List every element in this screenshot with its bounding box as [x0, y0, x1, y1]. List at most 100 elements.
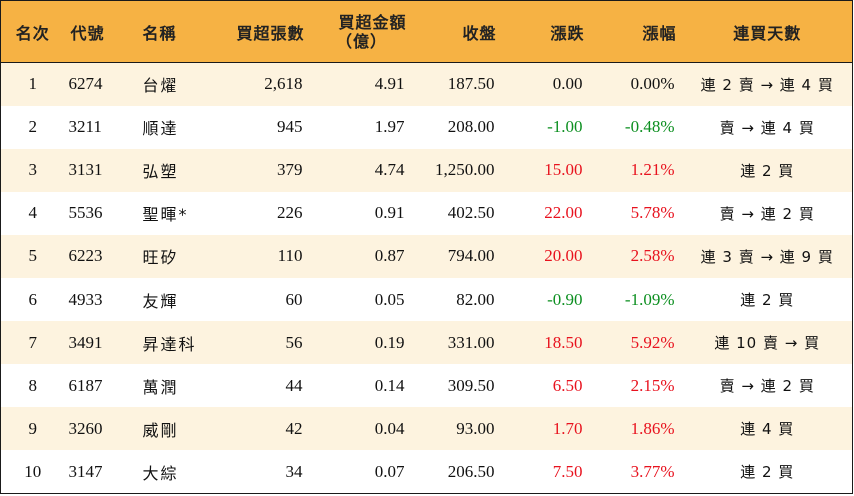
- table-row: 6 4933 友輝 60 0.05 82.00 -0.90 -1.09% 連 2 買: [0, 277, 853, 322]
- code-cell: 3491: [68, 332, 103, 352]
- code-cell: 4933: [68, 289, 103, 309]
- rank-cell: 4: [28, 203, 38, 223]
- code-cell: 6274: [68, 74, 103, 94]
- table-row: 8 6187 萬潤 44 0.14 309.50 6.50 2.15% 賣 → 連 2 買: [0, 364, 853, 408]
- change-cell: -0.90: [547, 289, 583, 309]
- net-buy-lots-cell: 2,618: [264, 74, 303, 94]
- header-close: 收盤: [412, 0, 503, 63]
- rank-cell: 2: [28, 117, 38, 137]
- table-row: 3 3131 弘塑 379 4.74 1,250.00 15.00 1.21% 連 2 買: [0, 148, 853, 192]
- change-cell: 20.00: [544, 246, 583, 266]
- table-row: 7 3491 昇達科 56 0.19 331.00 18.50 5.92% 連 10 賣 → 買: [0, 321, 853, 365]
- rank-cell: 5: [28, 246, 38, 266]
- close-price-cell: 82.00: [456, 289, 495, 309]
- change-cell: 6.50: [552, 375, 583, 395]
- name-cell: 昇達科: [142, 334, 197, 354]
- net-buy-lots-cell: 945: [277, 117, 303, 137]
- change-cell: 18.50: [544, 332, 583, 352]
- net-buy-amount-cell: 0.14: [374, 375, 405, 395]
- change-cell: 15.00: [544, 160, 583, 180]
- net-buy-amount-cell: 1.97: [374, 117, 405, 137]
- header-name: 名稱: [136, 0, 225, 63]
- net-buy-lots-cell: 110: [277, 246, 303, 266]
- net-buy-amount-cell: 0.87: [374, 246, 405, 266]
- name-cell: 聖暉*: [142, 205, 189, 225]
- net-buy-amount-cell: 4.74: [374, 160, 405, 180]
- change-pct-cell: 2.58%: [630, 246, 675, 266]
- change-pct-cell: -0.48%: [624, 117, 675, 137]
- streak-cell: 賣 → 連 2 買: [719, 377, 815, 396]
- close-price-cell: 309.50: [447, 375, 495, 395]
- code-cell: 3260: [68, 418, 103, 438]
- code-cell: 6223: [68, 246, 103, 266]
- code-cell: 3131: [68, 160, 103, 180]
- streak-cell: 連 10 賣 → 買: [714, 334, 821, 353]
- net-buy-lots-cell: 56: [285, 332, 303, 352]
- streak-cell: 連 3 賣 → 連 9 買: [700, 247, 834, 266]
- close-price-cell: 187.50: [447, 74, 495, 94]
- code-cell: 5536: [68, 203, 103, 223]
- name-cell: 弘塑: [142, 162, 179, 182]
- rank-cell: 8: [28, 375, 38, 395]
- change-pct-cell: 2.15%: [630, 375, 675, 395]
- code-cell: 3211: [68, 117, 102, 137]
- table-row: 1 6274 台燿 2,618 4.91 187.50 0.00 0.00% 連 2 賣 → 連…: [0, 62, 853, 106]
- close-price-cell: 93.00: [456, 418, 495, 438]
- header-streak: 連買天數: [682, 0, 853, 63]
- table-row: 9 3260 威剛 42 0.04 93.00 1.70 1.86% 連 4 買: [0, 407, 853, 451]
- name-cell: 台燿: [142, 76, 179, 96]
- change-pct-cell: 3.77%: [630, 461, 675, 481]
- rank-cell: 3: [28, 160, 38, 180]
- net-buy-lots-cell: 34: [285, 461, 303, 481]
- rank-cell: 9: [28, 418, 38, 438]
- rank-cell: 10: [24, 461, 42, 481]
- net-buy-amount-cell: 0.91: [374, 203, 405, 223]
- change-cell: 0.00: [552, 74, 583, 94]
- net-buy-lots-cell: 44: [285, 375, 303, 395]
- close-price-cell: 794.00: [447, 246, 495, 266]
- change-pct-cell: 0.00%: [630, 74, 675, 94]
- close-price-cell: 208.00: [447, 117, 495, 137]
- streak-cell: 賣 → 連 2 買: [719, 204, 815, 223]
- rank-cell: 6: [28, 289, 38, 309]
- header-net-buy-amount-unit: （億）: [335, 31, 387, 51]
- rank-cell: 7: [28, 332, 38, 352]
- change-cell: -1.00: [547, 117, 583, 137]
- table-row: 5 6223 旺矽 110 0.87 794.00 20.00 2.58% 連 3 賣 → 連 …: [0, 234, 853, 278]
- change-cell: 1.70: [552, 418, 583, 438]
- header-net-buy-lots: 買超張數: [224, 0, 311, 63]
- change-pct-cell: 1.21%: [630, 160, 675, 180]
- change-pct-cell: 5.78%: [630, 203, 675, 223]
- streak-cell: 賣 → 連 4 買: [719, 118, 815, 137]
- change-pct-cell: 5.92%: [630, 332, 675, 352]
- change-cell: 22.00: [544, 203, 583, 223]
- name-cell: 旺矽: [142, 248, 179, 268]
- change-cell: 7.50: [552, 461, 583, 481]
- net-buy-amount-cell: 0.05: [374, 289, 405, 309]
- rank-cell: 1: [28, 74, 38, 94]
- change-pct-cell: 1.86%: [630, 418, 675, 438]
- header-row: 名次 代號 名稱 買超張數 買超金額 （億） 收盤 漲跌 漲幅 連買天數: [0, 0, 853, 63]
- table-row: 10 3147 大綜 34 0.07 206.50 7.50 3.77% 連 2 買: [0, 450, 853, 494]
- code-cell: 6187: [68, 375, 103, 395]
- table-body: 1 6274 台燿 2,618 4.91 187.50 0.00 0.00% 連 2 賣 → 連…: [0, 62, 853, 494]
- net-buy-lots-cell: 226: [277, 203, 303, 223]
- close-price-cell: 1,250.00: [435, 160, 495, 180]
- header-net-buy-amount-line1: 買超金額: [338, 12, 407, 32]
- net-buy-amount-cell: 0.19: [374, 332, 405, 352]
- close-price-cell: 331.00: [447, 332, 495, 352]
- header-net-buy-amount: 買超金額 （億）: [310, 0, 413, 63]
- change-pct-cell: -1.09%: [624, 289, 675, 309]
- net-buy-amount-cell: 0.04: [374, 418, 405, 438]
- close-price-cell: 206.50: [447, 461, 495, 481]
- name-cell: 友輝: [142, 291, 179, 311]
- header-code: 代號: [64, 0, 137, 63]
- net-buy-amount-cell: 4.91: [374, 74, 405, 94]
- name-cell: 萬潤: [142, 377, 179, 397]
- net-buy-lots-cell: 60: [285, 289, 303, 309]
- streak-cell: 連 2 買: [740, 161, 795, 180]
- name-cell: 威剛: [142, 420, 179, 440]
- close-price-cell: 402.50: [447, 203, 495, 223]
- table-row: 2 3211 順達 945 1.97 208.00 -1.00 -0.48% 賣 → 連 4 買: [0, 105, 853, 149]
- net-buy-lots-cell: 379: [277, 160, 303, 180]
